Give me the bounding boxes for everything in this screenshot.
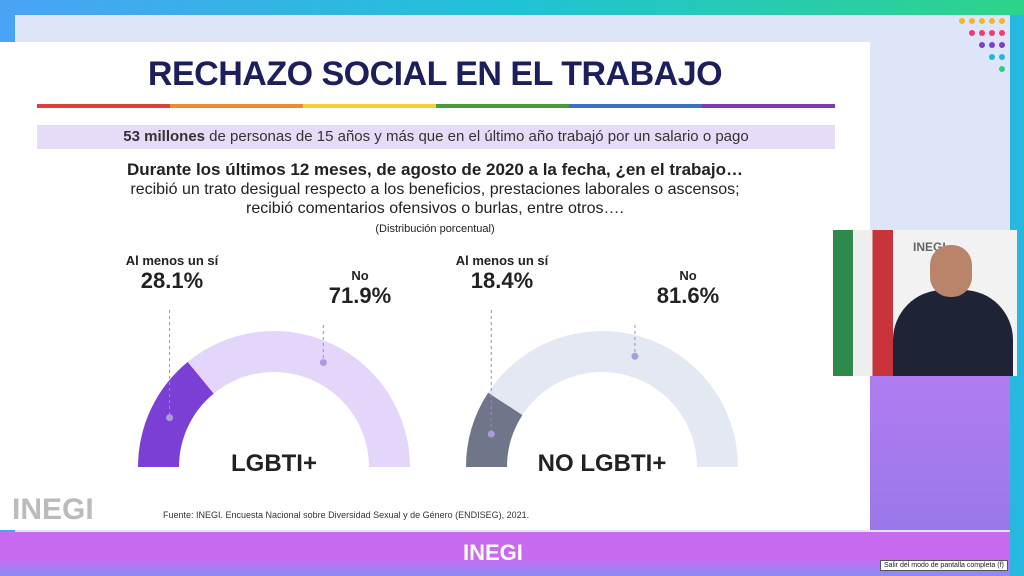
decorative-dots-icon bbox=[959, 18, 1005, 72]
gauge-charts bbox=[138, 310, 738, 467]
question-line: recibió comentarios ofensivos o burlas, … bbox=[246, 200, 624, 217]
gauge-dot bbox=[319, 359, 327, 367]
gauge-dot bbox=[631, 352, 639, 360]
question-heading: Durante los últimos 12 meses, de agosto … bbox=[127, 160, 743, 179]
gauge-dot bbox=[166, 414, 174, 422]
rainbow-divider bbox=[37, 104, 835, 108]
population-count: 53 millones bbox=[123, 128, 205, 145]
source-note: Fuente: INEGI. Encuesta Nacional sobre D… bbox=[163, 510, 530, 520]
gauge-dot bbox=[487, 430, 495, 438]
fullscreen-exit-tooltip: Salir del modo de pantalla completa (f) bbox=[880, 560, 1008, 571]
right-panel bbox=[870, 375, 1010, 530]
gauge-no-label: No 71.9% bbox=[328, 268, 392, 308]
population-desc: de personas de 15 años y más que en el ú… bbox=[205, 128, 749, 145]
gauge-no-label: No 81.6% bbox=[656, 268, 720, 308]
page-title: RECHAZO SOCIAL EN EL TRABAJO bbox=[147, 55, 723, 93]
gauge-yes-label: Al menos un sí 18.4% bbox=[455, 253, 549, 293]
question: Durante los últimos 12 meses, de agosto … bbox=[0, 160, 870, 239]
gauge-fill-yes bbox=[138, 361, 214, 467]
gauge-name: LGBTI+ bbox=[230, 450, 317, 477]
question-line: recibió un trato desigual respecto a los… bbox=[130, 181, 740, 198]
population-banner: 53 millones de personas de 15 años y más… bbox=[37, 125, 835, 149]
gauge-fill-yes bbox=[466, 392, 523, 467]
gauge-track-no bbox=[488, 330, 738, 467]
bottom-bar bbox=[0, 532, 1010, 576]
inegi-logo: INEGI bbox=[463, 540, 523, 565]
side-bar bbox=[1010, 15, 1024, 576]
gauge-track-no bbox=[187, 331, 410, 467]
inegi-logo: INEGI bbox=[12, 493, 94, 526]
gauge-name: NO LGBTI+ bbox=[537, 450, 667, 477]
video-feed: INEGI bbox=[833, 230, 1017, 376]
gauge-yes-label: Al menos un sí 28.1% bbox=[125, 253, 219, 293]
question-note: (Distribución porcentual) bbox=[375, 223, 495, 235]
